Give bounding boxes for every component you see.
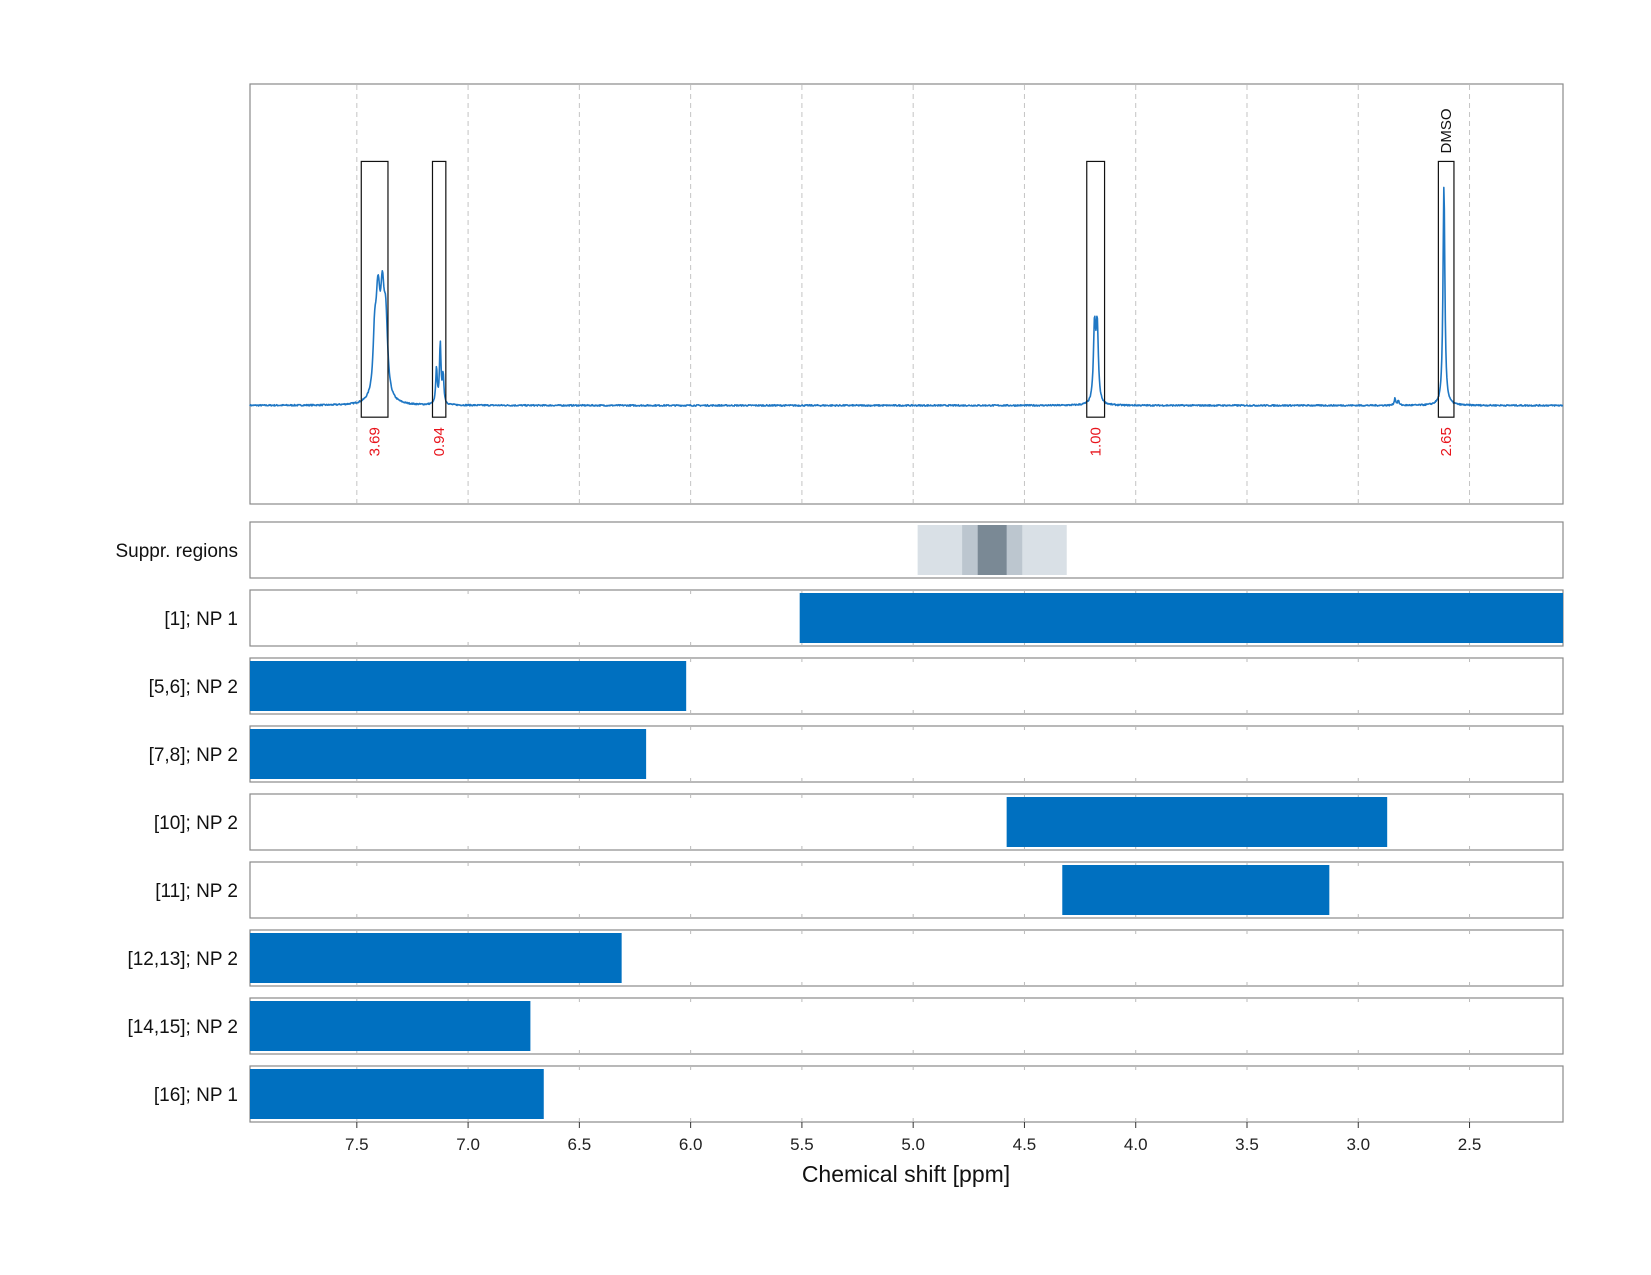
range-label: [10]; NP 2: [154, 813, 238, 834]
range-bar: [250, 729, 647, 779]
x-tick-label: 5.0: [901, 1135, 925, 1154]
range-label: [11]; NP 2: [155, 881, 238, 902]
range-bar: [1006, 797, 1388, 847]
spectrum-trace: [249, 186, 1564, 407]
integration-region-box: [1437, 160, 1455, 418]
x-axis-label: Chemical shift [ppm]: [802, 1161, 1010, 1187]
range-bar: [799, 593, 1563, 643]
range-bar: [250, 1069, 544, 1119]
range-bar: [1062, 865, 1330, 915]
range-label: [5,6]; NP 2: [149, 677, 238, 698]
range-row: [10]; NP 2: [154, 793, 1564, 851]
range-row: [7,8]; NP 2: [149, 725, 1564, 783]
range-label: [1]; NP 1: [164, 609, 238, 630]
range-row: [5,6]; NP 2: [149, 657, 1564, 715]
range-row-frame: [249, 861, 1564, 919]
x-tick-label: 6.5: [568, 1135, 592, 1154]
integral-label: 0.94: [431, 427, 448, 456]
range-rows: [1]; NP 1 [5,6]; NP 2 [7,8]; NP 2 [10]; NP …: [127, 589, 1564, 1123]
range-row: [16]; NP 1: [154, 1065, 1564, 1123]
integration-region-box: [1086, 160, 1106, 418]
x-axis: 7.5 7.0 6.5 6.0 5.5 5.0 4.5 4.0 3.5 3.0 2.5: [345, 1122, 1481, 1154]
range-label: [12,13]; NP 2: [127, 949, 238, 970]
x-tick-label: 3.0: [1346, 1135, 1370, 1154]
spectrum-panel: [249, 83, 1564, 505]
suppression-bands: [917, 525, 1067, 575]
range-row: [14,15]; NP 2: [127, 997, 1564, 1055]
integration-regions: 3.69 0.94 1.00 2.65 DMSO: [360, 108, 1455, 456]
x-tick-label: 7.5: [345, 1135, 369, 1154]
peak-annotation: DMSO: [1438, 108, 1455, 153]
spectrum-gridlines: [356, 85, 1471, 503]
range-row: [1]; NP 1: [164, 589, 1564, 647]
x-tick-label: 2.5: [1458, 1135, 1482, 1154]
range-row: [11]; NP 2: [155, 861, 1564, 919]
x-tick-label: 3.5: [1235, 1135, 1259, 1154]
range-bar: [250, 933, 622, 983]
range-label: [14,15]; NP 2: [127, 1017, 238, 1038]
suppression-panel: [249, 521, 1564, 579]
range-bar: [250, 661, 687, 711]
x-tick-label: 7.0: [456, 1135, 480, 1154]
range-label: [16]; NP 1: [154, 1085, 238, 1106]
x-tick-label: 5.5: [790, 1135, 814, 1154]
integral-label: 1.00: [1088, 427, 1105, 456]
integration-region-box: [431, 160, 447, 418]
range-row: [12,13]; NP 2: [127, 929, 1564, 987]
integral-label: 3.69: [367, 427, 384, 456]
x-tick-label: 4.5: [1013, 1135, 1037, 1154]
integral-label: 2.65: [1438, 427, 1455, 456]
suppression-band: [977, 525, 1007, 575]
suppression-label: Suppr. regions: [115, 541, 238, 562]
range-bar: [250, 1001, 531, 1051]
range-label: [7,8]; NP 2: [149, 745, 238, 766]
x-tick-label: 4.0: [1124, 1135, 1148, 1154]
x-tick-label: 6.0: [679, 1135, 703, 1154]
integration-region-box: [360, 160, 389, 418]
